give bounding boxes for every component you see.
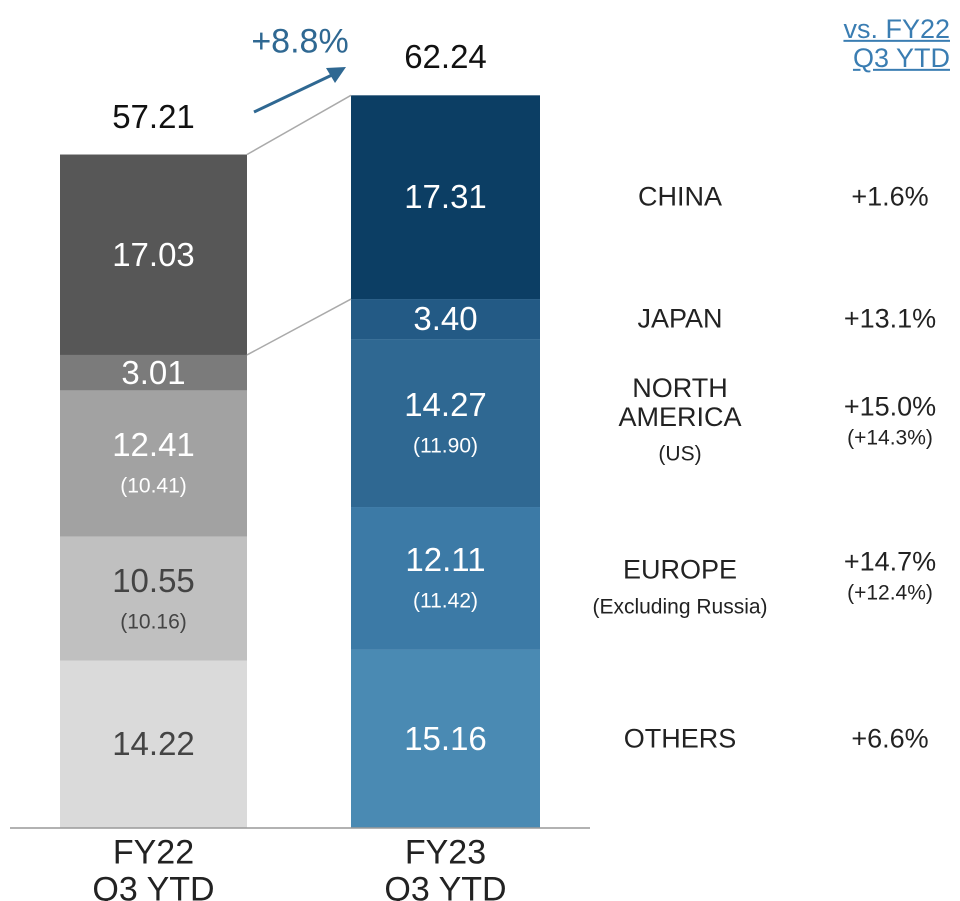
bar-segment	[60, 390, 247, 537]
growth-label: +8.8%	[251, 22, 349, 61]
change-label: +6.6%	[851, 723, 929, 754]
value-label: 3.40	[413, 300, 478, 338]
value-label: 12.11	[405, 541, 486, 579]
bar-segment	[351, 95, 540, 300]
comparison-header: vs. FY22 Q3 YTD	[843, 13, 950, 73]
category-label: FY22 Q3 YTD	[92, 833, 215, 901]
bar-segment	[351, 339, 540, 508]
growth-arrow	[253, 73, 333, 114]
value-label: 14.27	[404, 386, 487, 424]
region-name: CHINA	[637, 181, 723, 212]
region-name: JAPAN	[637, 303, 723, 334]
bar-segment	[60, 660, 247, 828]
region-name: OTHERS	[623, 723, 737, 754]
region-sub-name: (US)	[658, 442, 702, 466]
category-label: FY23 Q3 YTD	[384, 833, 507, 901]
sub-change-label: (+14.3%)	[847, 426, 933, 450]
change-label: +13.1%	[843, 303, 937, 334]
total-label: 57.21	[112, 97, 195, 135]
bar-segment	[60, 154, 247, 355]
bar-segment	[351, 507, 540, 650]
change-label: +1.6%	[851, 181, 929, 212]
bar-segment	[60, 354, 247, 391]
value-label: 10.55	[112, 561, 195, 599]
change-label: +14.7%	[843, 546, 937, 577]
region-name: EUROPE	[622, 554, 738, 585]
value-label: 15.16	[404, 719, 487, 757]
sub-value-label: (10.41)	[120, 475, 187, 499]
value-label: 17.31	[404, 178, 487, 216]
value-label: 3.01	[121, 353, 186, 391]
bar-segment	[351, 299, 540, 340]
sub-value-label: (11.42)	[413, 589, 478, 613]
arrow-head	[326, 67, 346, 83]
bar-segment	[351, 649, 540, 828]
value-label: 14.22	[112, 725, 195, 763]
value-label: 17.03	[112, 235, 195, 273]
change-label: +15.0%	[843, 391, 937, 422]
sub-value-label: (10.16)	[120, 610, 187, 634]
sub-change-label: (+12.4%)	[847, 581, 933, 605]
connector	[246, 298, 352, 356]
bar-segment	[60, 536, 247, 661]
value-label: 12.41	[112, 426, 195, 464]
region-sub-name: (Excluding Russia)	[592, 595, 768, 619]
region-name: NORTH AMERICA	[618, 372, 742, 433]
total-label: 62.24	[404, 38, 487, 76]
connector	[246, 94, 352, 156]
sub-value-label: (11.90)	[413, 434, 478, 458]
